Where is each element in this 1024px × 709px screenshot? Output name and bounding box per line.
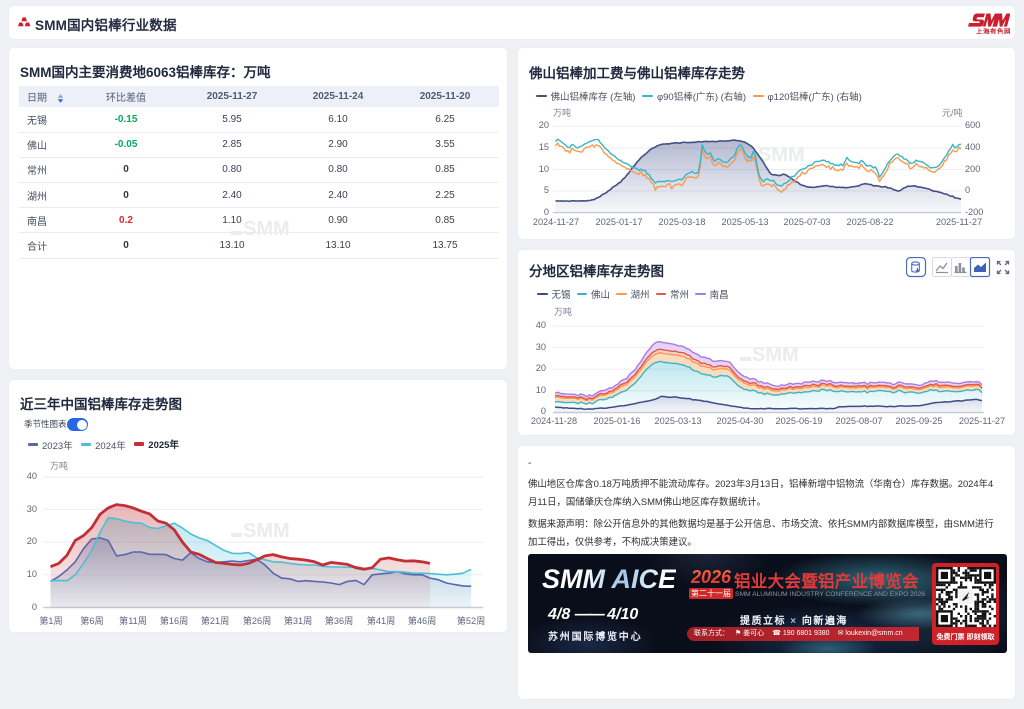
svg-text:上海有色网: 上海有色网 — [976, 27, 1010, 35]
